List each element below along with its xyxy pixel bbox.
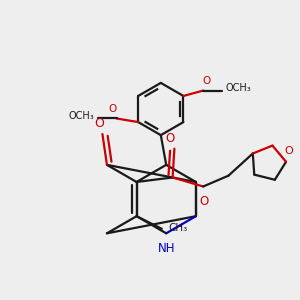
Text: O: O [165, 132, 175, 145]
Text: O: O [109, 104, 117, 114]
Text: O: O [285, 146, 293, 156]
Text: O: O [203, 76, 211, 86]
Text: CH₃: CH₃ [168, 223, 187, 233]
Text: NH: NH [158, 242, 176, 255]
Text: OCH₃: OCH₃ [226, 83, 251, 93]
Text: O: O [94, 117, 104, 130]
Text: O: O [200, 195, 209, 208]
Text: OCH₃: OCH₃ [68, 111, 94, 121]
